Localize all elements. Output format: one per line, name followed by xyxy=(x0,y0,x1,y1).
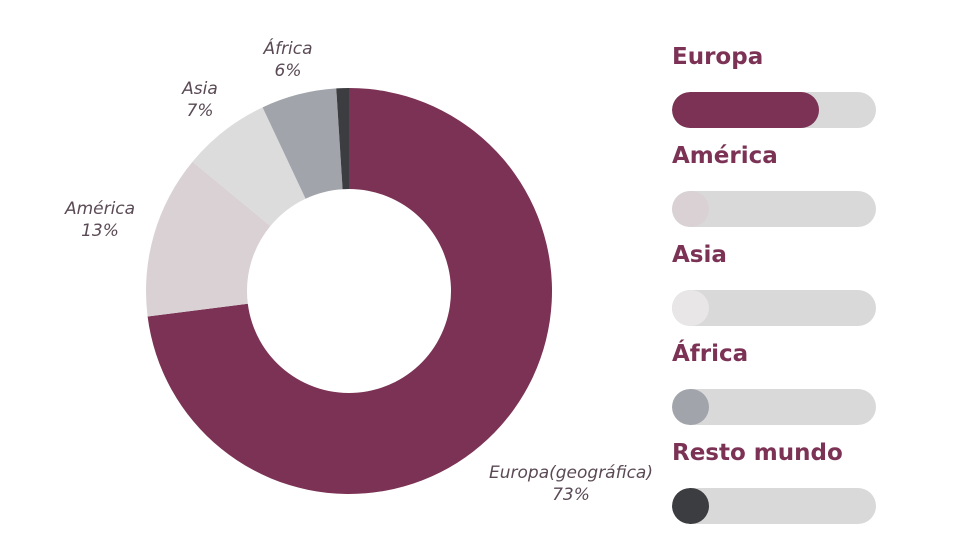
legend-item-africa: África xyxy=(672,337,882,436)
label-asia-pct: 7% xyxy=(186,101,214,121)
legend-bar-track xyxy=(672,488,876,524)
donut-slice--frica xyxy=(262,88,343,199)
donut-slice-am-rica xyxy=(146,161,271,317)
label-europa: Europa(geográfica) 73% xyxy=(476,462,666,506)
label-europa-name: Europa(geográfica) xyxy=(489,463,653,483)
legend-item-europa: Europa xyxy=(672,40,882,139)
label-america: América 13% xyxy=(50,198,150,242)
legend-bar-track xyxy=(672,290,876,326)
legend-bar-track xyxy=(672,191,876,227)
label-africa: África 6% xyxy=(248,38,328,82)
legend-item-resto-mundo: Resto mundo xyxy=(672,436,882,535)
legend-bar-track xyxy=(672,92,876,128)
legend-item-asia: Asia xyxy=(672,238,882,337)
label-europa-pct: 73% xyxy=(552,485,590,505)
legend-title: Asia xyxy=(672,242,727,268)
legend-bar-fill xyxy=(672,290,709,326)
label-asia: Asia 7% xyxy=(160,78,240,122)
donut-slice-europa-geogr-fica- xyxy=(147,88,553,494)
legend-title: América xyxy=(672,143,778,169)
legend-bar-fill xyxy=(672,488,709,524)
legend-bar-fill xyxy=(672,389,709,425)
legend: Europa América Asia África Resto mundo xyxy=(672,40,882,535)
label-africa-pct: 6% xyxy=(274,61,302,81)
legend-item-america: América xyxy=(672,139,882,238)
legend-title: Europa xyxy=(672,44,764,70)
donut-slice-resto-mundo xyxy=(336,88,349,190)
label-asia-name: Asia xyxy=(182,79,218,99)
label-america-name: América xyxy=(64,199,136,219)
label-africa-name: África xyxy=(263,39,313,59)
label-america-pct: 13% xyxy=(81,221,119,241)
legend-bar-fill xyxy=(672,191,709,227)
legend-title: África xyxy=(672,341,749,367)
legend-title: Resto mundo xyxy=(672,440,843,466)
donut-slice-asia xyxy=(192,107,306,226)
legend-bar-track xyxy=(672,389,876,425)
legend-bar-fill xyxy=(672,92,819,128)
